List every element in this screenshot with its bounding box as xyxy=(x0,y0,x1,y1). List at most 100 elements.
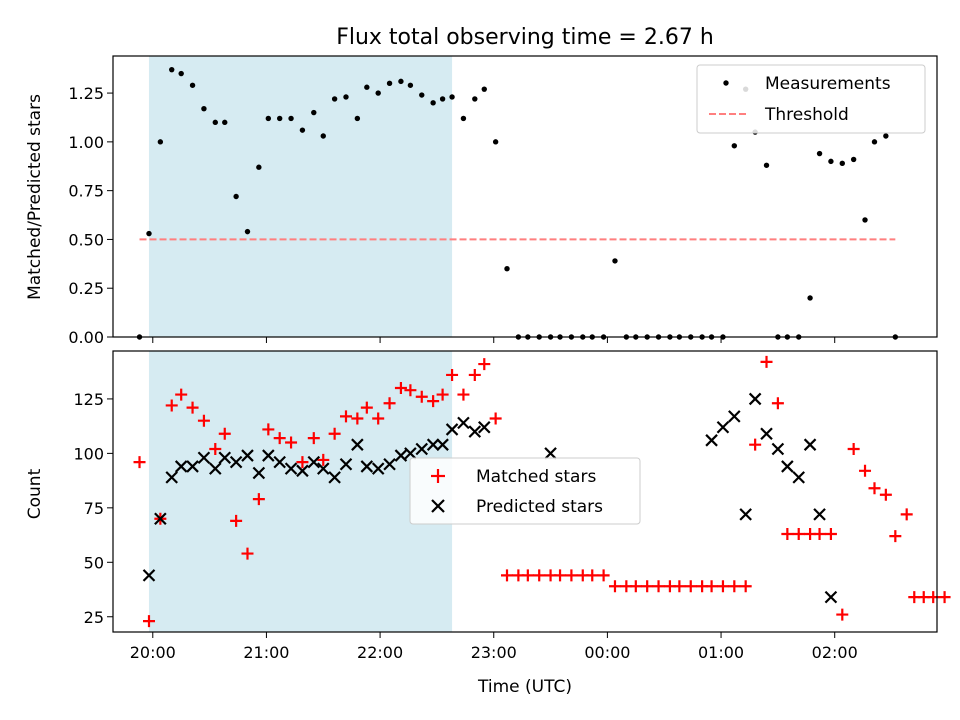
bottom-matched-stars-point xyxy=(175,388,188,401)
bottom-predicted-stars-point xyxy=(197,451,211,465)
bottom-predicted-stars-point xyxy=(824,590,838,604)
top-measurements-point xyxy=(331,96,338,102)
legend-matched-label: Matched stars xyxy=(476,467,596,487)
top-measurements-point xyxy=(146,230,152,237)
bottom-predicted-stars-point xyxy=(316,462,330,475)
bottom-matched-stars-point xyxy=(889,530,902,543)
top-measurements-point xyxy=(375,90,381,96)
bottom-predicted-stars-point xyxy=(165,471,178,484)
bottom-matched-stars-point xyxy=(372,412,385,425)
bottom-ytick-label: 125 xyxy=(73,390,104,409)
bottom-ytick-label: 25 xyxy=(84,608,104,627)
bottom-predicted-stars-point xyxy=(252,466,266,480)
top-measurements-point xyxy=(398,78,404,85)
bottom-predicted-stars-point xyxy=(477,420,491,434)
bottom-predicted-stars-point xyxy=(273,455,286,469)
bottom-predicted-stars-point xyxy=(544,447,557,460)
bottom-matched-stars-point xyxy=(879,488,892,501)
top-measurements-point xyxy=(850,156,857,163)
bottom-matched-stars-point xyxy=(760,355,773,368)
top-axes-frame xyxy=(112,55,938,338)
bottom-matched-stars-point xyxy=(813,527,826,540)
top-measurements-point xyxy=(839,160,845,167)
bottom-predicted-stars-point xyxy=(328,471,341,484)
bottom-predicted-stars-point xyxy=(142,569,156,582)
bottom-matched-stars-point xyxy=(339,410,352,423)
top-ytick-label: 1.00 xyxy=(68,133,104,152)
top-measurements-point xyxy=(320,133,326,139)
top-measurements-point xyxy=(731,143,738,149)
bottom-predicted-stars-point xyxy=(803,438,817,451)
bottom-plot: 25 50 75 100 125 20:00 21:00 22:00 23:00 00:00 01:… xyxy=(73,350,951,662)
bottom-predicted-stars-point xyxy=(307,455,321,469)
bottom-matched-stars-point xyxy=(847,443,860,456)
top-ytick-label: 0.75 xyxy=(68,182,104,201)
bottom-matched-stars-point xyxy=(262,423,275,436)
bottom-predicted-stars-point xyxy=(404,447,417,460)
xtick-label: 01:00 xyxy=(698,643,744,662)
top-measurements-point xyxy=(299,127,306,133)
bottom-matched-stars-point xyxy=(317,453,330,466)
bottom-matched-stars-point xyxy=(427,395,440,408)
bottom-matched-stars-point xyxy=(652,580,665,593)
legend-predicted-label: Predicted stars xyxy=(476,497,603,517)
top-measurements-point xyxy=(386,80,393,87)
bottom-predicted-stars-point xyxy=(154,512,167,526)
bottom-matched-stars-point xyxy=(716,580,729,593)
bottom-predicted-stars-point xyxy=(229,455,243,469)
bottom-matched-stars-point xyxy=(739,580,752,593)
bottom-matched-stars-point xyxy=(446,368,459,381)
bottom-matched-stars-point xyxy=(900,508,913,521)
bottom-matched-stars-point xyxy=(360,401,373,414)
bottom-matched-stars-point xyxy=(554,569,567,582)
bottom-matched-stars-point xyxy=(501,569,514,582)
bottom-matched-stars-point xyxy=(273,432,286,445)
top-legend: Measurements Threshold xyxy=(696,64,926,134)
chart-title: Flux total observing time = 2.67 h xyxy=(336,25,714,50)
bottom-matched-stars-point xyxy=(218,427,231,440)
bottom-matched-stars-point xyxy=(351,412,364,425)
bottom-matched-stars-point xyxy=(521,569,534,582)
bottom-matched-stars-point xyxy=(868,482,881,495)
legend-predicted-marker xyxy=(431,499,445,513)
bottom-matched-stars-point xyxy=(771,397,784,410)
top-measurements-point xyxy=(504,266,510,272)
bottom-matched-stars-point xyxy=(457,388,470,401)
bottom-matched-stars-point xyxy=(836,608,849,621)
bottom-predicted-stars-point xyxy=(781,460,794,473)
top-measurements-point xyxy=(354,115,361,122)
bottom-predicted-stars-point xyxy=(792,471,805,484)
top-measurements-point xyxy=(288,115,294,122)
bottom-matched-stars-point xyxy=(307,432,320,445)
bottom-matched-stars-point xyxy=(328,427,341,440)
legend-measurements-marker xyxy=(723,80,729,86)
top-measurements-point xyxy=(828,158,834,165)
top-measurements-point xyxy=(492,139,499,145)
xtick-label: 20:00 xyxy=(130,643,176,662)
bottom-matched-stars-point xyxy=(608,580,621,593)
xtick-label: 23:00 xyxy=(471,643,517,662)
top-plot: 0.00 0.25 0.50 0.75 1.00 1.25 xyxy=(68,55,938,347)
top-measurements-point xyxy=(157,139,164,145)
top-measurements-point xyxy=(407,82,414,88)
bottom-predicted-stars-point xyxy=(716,420,730,434)
top-measurements-point xyxy=(233,193,239,200)
top-measurements-point xyxy=(201,105,207,112)
legend-threshold-label: Threshold xyxy=(764,105,849,125)
bottom-matched-stars-point xyxy=(241,547,254,560)
top-measurements-point xyxy=(449,94,455,100)
bottom-predicted-stars-point xyxy=(371,462,385,475)
top-measurements-point xyxy=(222,119,228,126)
bottom-legend: Matched stars Predicted stars xyxy=(409,457,641,525)
top-measurements-point xyxy=(244,228,251,235)
top-measurements-point xyxy=(256,164,262,170)
legend-measurements-label: Measurements xyxy=(765,74,891,94)
bottom-ylabel: Count xyxy=(25,468,45,519)
bottom-predicted-stars-point xyxy=(705,434,718,447)
top-measurements-point xyxy=(265,115,272,122)
bottom-matched-stars-point xyxy=(489,412,502,425)
bottom-predicted-stars-point xyxy=(813,508,826,521)
bottom-predicted-stars-point xyxy=(748,392,762,406)
top-measurements-point xyxy=(212,119,218,126)
